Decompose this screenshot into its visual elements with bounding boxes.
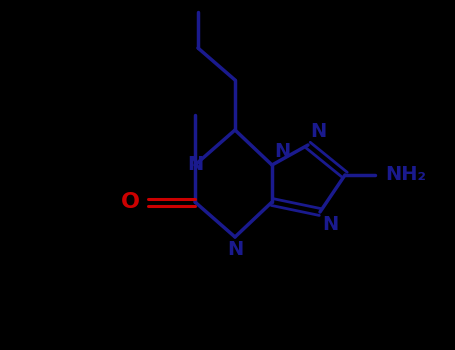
Text: N: N [227, 240, 243, 259]
Text: N: N [322, 215, 338, 234]
Text: N: N [187, 155, 203, 175]
Text: O: O [121, 192, 140, 212]
Text: N: N [310, 122, 326, 141]
Text: NH₂: NH₂ [385, 166, 426, 184]
Text: N: N [274, 142, 290, 161]
